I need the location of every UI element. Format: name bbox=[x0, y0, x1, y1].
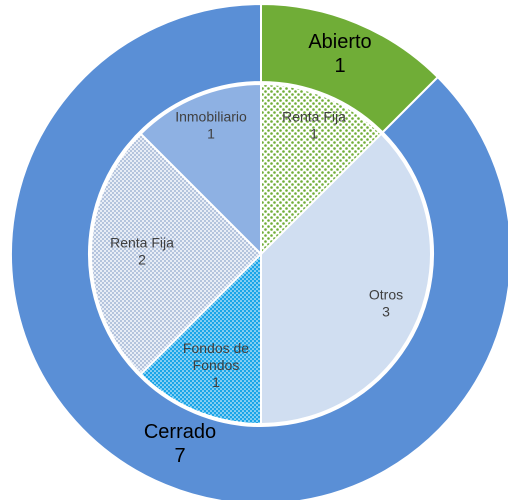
inner-slice-fondos-de-fondos-2 bbox=[139, 251, 262, 426]
outer-slice-cerrado-1 bbox=[10, 2, 508, 500]
inner-label-otros-1: Otros 3 bbox=[369, 287, 403, 320]
inner-slice-renta-fija-0 bbox=[260, 82, 383, 257]
outer-label-abierto-0: Abierto 1 bbox=[308, 31, 371, 77]
inner-label-renta-fija-0: Renta Fija 1 bbox=[282, 109, 346, 142]
inner-label-inmobiliario-4: Inmobiliario 1 bbox=[175, 109, 247, 142]
inner-label-fondos-de-fondos-2: Fondos de Fondos 1 bbox=[183, 340, 249, 390]
inner-ring bbox=[90, 82, 432, 426]
inner-slice-renta-fija-3 bbox=[90, 132, 263, 376]
chart-labels: Abierto 1 Cerrado 7 Renta Fija 1 Otros 3 Fondos … bbox=[110, 31, 403, 467]
outer-ring bbox=[10, 2, 508, 500]
inner-slice-inmobiliario-4 bbox=[139, 82, 262, 257]
outer-label-cerrado-1: Cerrado 7 bbox=[144, 421, 216, 467]
inner-slice-otros-1 bbox=[260, 132, 432, 426]
inner-label-renta-fija-3: Renta Fija 2 bbox=[110, 235, 174, 268]
